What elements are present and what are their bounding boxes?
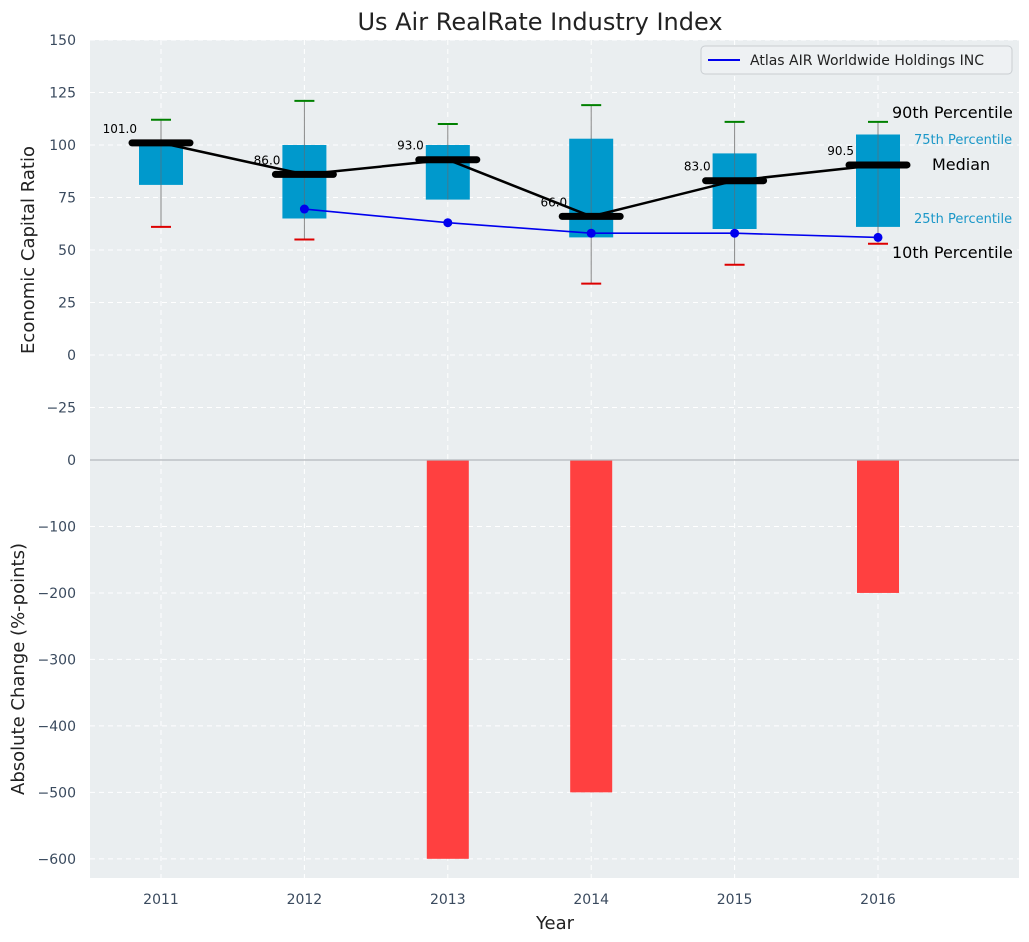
top-y-axis-label: Economic Capital Ratio <box>18 146 39 354</box>
bottom-y-tick-label: −500 <box>38 785 76 801</box>
top-y-tick-label: 125 <box>49 86 76 102</box>
legend-box <box>700 45 1013 75</box>
chart-title: Us Air RealRate Industry Index <box>357 8 722 36</box>
median-value-label: 83.0 <box>684 160 711 174</box>
x-tick-label: 2015 <box>717 892 753 908</box>
bottom-y-tick-label: −200 <box>38 586 76 602</box>
bottom-y-tick-label: −400 <box>38 719 76 735</box>
legend-entry-company: Atlas AIR Worldwide Holdings INC <box>750 53 984 69</box>
company-point <box>586 228 596 238</box>
legend: Atlas AIR Worldwide Holdings INC <box>700 45 1013 75</box>
company-point <box>299 204 309 214</box>
company-point <box>873 232 883 242</box>
top-y-tick-label: 0 <box>67 348 76 364</box>
percentile-annotations: 90th Percentile 75th Percentile Median 2… <box>892 103 1013 262</box>
median-value-label: 66.0 <box>540 195 567 209</box>
bottom-y-axis-label: Absolute Change (%-points) <box>8 543 29 795</box>
annotation-p90: 90th Percentile <box>892 103 1013 122</box>
top-y-tick-label: 50 <box>58 243 76 259</box>
x-axis-ticks: 2011 2012 2013 2014 2015 2016 <box>143 892 896 908</box>
change-bar <box>570 460 613 793</box>
change-bar <box>857 460 899 593</box>
x-tick-label: 2011 <box>143 892 179 908</box>
top-panel: 150 125 100 75 50 25 0 −25 0 101.0 86.0 93.0 66.0 83… <box>18 33 1019 469</box>
x-tick-label: 2014 <box>573 892 609 908</box>
company-point <box>443 218 453 228</box>
top-y-tick-label: 100 <box>49 138 76 154</box>
annotation-p75: 75th Percentile <box>914 133 1012 148</box>
top-y-tick-label: 25 <box>58 296 76 312</box>
annotation-p10: 10th Percentile <box>892 243 1013 262</box>
company-point <box>730 228 740 238</box>
top-marks: 101.0 86.0 93.0 66.0 83.0 90.5 <box>103 99 911 285</box>
x-tick-label: 2012 <box>287 892 323 908</box>
x-tick-label: 2016 <box>860 892 896 908</box>
top-y-ticks: 150 125 100 75 50 25 0 −25 0 <box>46 33 76 469</box>
bottom-bars <box>426 460 899 859</box>
change-bar <box>426 460 469 859</box>
x-axis-label: Year <box>535 913 575 934</box>
annotation-p25: 25th Percentile <box>914 212 1012 227</box>
median-value-label: 101.0 <box>103 122 137 136</box>
x-tick-label: 2013 <box>430 892 466 908</box>
top-y-tick-label: −25 <box>46 401 76 417</box>
median-value-label: 93.0 <box>397 139 424 153</box>
top-y-tick-label: 0 <box>67 453 76 469</box>
annotation-median: Median <box>932 155 990 174</box>
bottom-y-ticks: −100 −200 −300 −400 −500 −600 <box>38 519 76 867</box>
bottom-panel: −100 −200 −300 −400 −500 −600 Absolute Change… <box>8 460 1019 878</box>
bottom-y-tick-label: −300 <box>38 652 76 668</box>
top-y-tick-label: 75 <box>58 191 76 207</box>
top-y-tick-label: 150 <box>49 33 76 49</box>
bottom-y-tick-label: −600 <box>38 852 76 868</box>
median-value-label: 90.5 <box>827 144 854 158</box>
bottom-y-tick-label: −100 <box>38 519 76 535</box>
median-value-label: 86.0 <box>254 153 281 167</box>
